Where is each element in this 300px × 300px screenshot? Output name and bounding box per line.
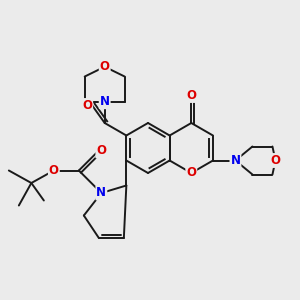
Text: O: O — [271, 154, 281, 167]
Text: O: O — [96, 145, 106, 158]
Text: N: N — [96, 187, 106, 200]
Text: N: N — [230, 154, 241, 167]
Text: O: O — [82, 99, 92, 112]
Text: O: O — [49, 164, 59, 177]
Text: O: O — [100, 60, 110, 73]
Text: O: O — [186, 89, 196, 102]
Text: O: O — [186, 167, 196, 179]
Text: N: N — [100, 95, 110, 108]
